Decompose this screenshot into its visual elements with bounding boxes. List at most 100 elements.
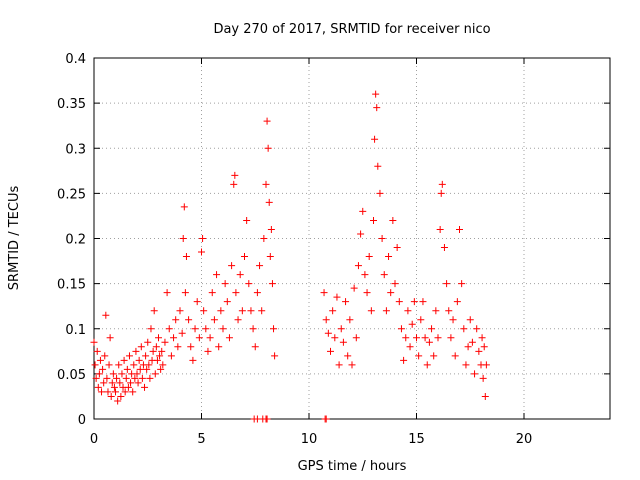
data-point xyxy=(151,370,159,378)
data-point xyxy=(137,343,145,351)
data-point xyxy=(370,216,377,224)
data-point xyxy=(94,383,102,391)
data-point xyxy=(105,361,113,369)
data-point xyxy=(219,325,227,333)
data-point xyxy=(460,325,468,333)
data-point xyxy=(132,347,140,355)
data-point xyxy=(180,203,188,211)
data-point xyxy=(389,216,397,224)
data-point xyxy=(167,352,175,360)
data-point xyxy=(438,180,446,188)
data-point xyxy=(104,388,112,396)
data-point xyxy=(143,365,151,373)
data-point xyxy=(393,244,401,252)
data-point xyxy=(473,325,481,333)
data-point xyxy=(102,311,110,319)
data-point xyxy=(123,365,131,373)
data-point xyxy=(136,365,144,373)
data-point xyxy=(408,320,416,328)
data-point xyxy=(116,379,124,387)
data-point xyxy=(480,343,488,351)
data-point xyxy=(342,298,350,306)
data-point xyxy=(217,307,225,315)
data-point xyxy=(117,392,125,400)
data-point xyxy=(247,307,255,315)
data-point xyxy=(249,325,257,333)
data-point xyxy=(268,280,276,288)
data-point xyxy=(267,225,275,233)
data-point xyxy=(156,352,164,360)
data-point xyxy=(428,325,436,333)
data-point xyxy=(346,316,354,324)
data-point xyxy=(449,316,457,324)
data-point xyxy=(417,316,425,324)
data-point xyxy=(464,343,472,351)
data-point xyxy=(372,90,380,98)
data-point xyxy=(475,347,483,355)
data-point xyxy=(153,356,161,364)
data-point xyxy=(385,253,393,261)
data-point xyxy=(124,383,132,391)
data-point xyxy=(122,374,130,382)
data-point xyxy=(181,289,189,297)
data-point xyxy=(107,392,115,400)
data-point xyxy=(129,388,137,396)
data-point xyxy=(100,379,108,387)
y-tick-label: 0.1 xyxy=(65,323,86,338)
data-point xyxy=(410,298,418,306)
data-point xyxy=(125,352,133,360)
data-point xyxy=(98,388,106,396)
data-point xyxy=(155,334,162,342)
data-point xyxy=(90,338,98,346)
data-point xyxy=(437,189,445,197)
baseline-marker xyxy=(263,415,271,423)
data-point xyxy=(262,180,270,188)
data-point xyxy=(115,361,123,369)
data-point xyxy=(482,361,490,369)
data-point xyxy=(135,356,143,364)
data-point xyxy=(397,325,405,333)
data-point xyxy=(251,343,259,351)
data-point xyxy=(191,325,199,333)
data-point xyxy=(198,248,205,256)
data-point xyxy=(350,284,358,292)
y-tick-label: 0.15 xyxy=(57,278,86,293)
data-point xyxy=(376,189,384,197)
data-point xyxy=(456,225,463,233)
data-point xyxy=(238,307,246,315)
data-point xyxy=(458,280,466,288)
data-point xyxy=(378,235,386,242)
data-point xyxy=(187,343,195,351)
data-point xyxy=(114,397,122,405)
data-point xyxy=(108,379,116,387)
data-point xyxy=(413,334,420,342)
y-tick-label: 0.35 xyxy=(57,97,86,112)
y-tick-label: 0.25 xyxy=(57,187,86,202)
baseline-marker xyxy=(322,415,330,423)
data-point xyxy=(92,374,100,382)
data-point xyxy=(451,352,459,360)
data-point xyxy=(208,289,216,297)
data-point xyxy=(329,307,337,315)
data-point xyxy=(131,374,139,382)
data-point xyxy=(415,352,423,360)
data-point xyxy=(430,352,438,360)
data-point xyxy=(157,365,165,373)
y-tick-label: 0.05 xyxy=(57,368,86,383)
data-point xyxy=(374,162,382,170)
data-point xyxy=(344,352,352,360)
data-point xyxy=(479,374,487,382)
data-point xyxy=(331,334,339,342)
data-point xyxy=(150,307,158,315)
data-point xyxy=(120,356,128,364)
data-point xyxy=(161,338,169,346)
data-point xyxy=(333,293,341,301)
data-point xyxy=(93,347,101,355)
x-tick-label: 15 xyxy=(408,432,425,447)
data-point xyxy=(320,289,328,297)
data-point xyxy=(481,392,489,400)
y-tick-label: 0.4 xyxy=(65,52,86,67)
data-point xyxy=(112,388,119,396)
data-point xyxy=(141,383,149,391)
data-point xyxy=(402,334,410,342)
